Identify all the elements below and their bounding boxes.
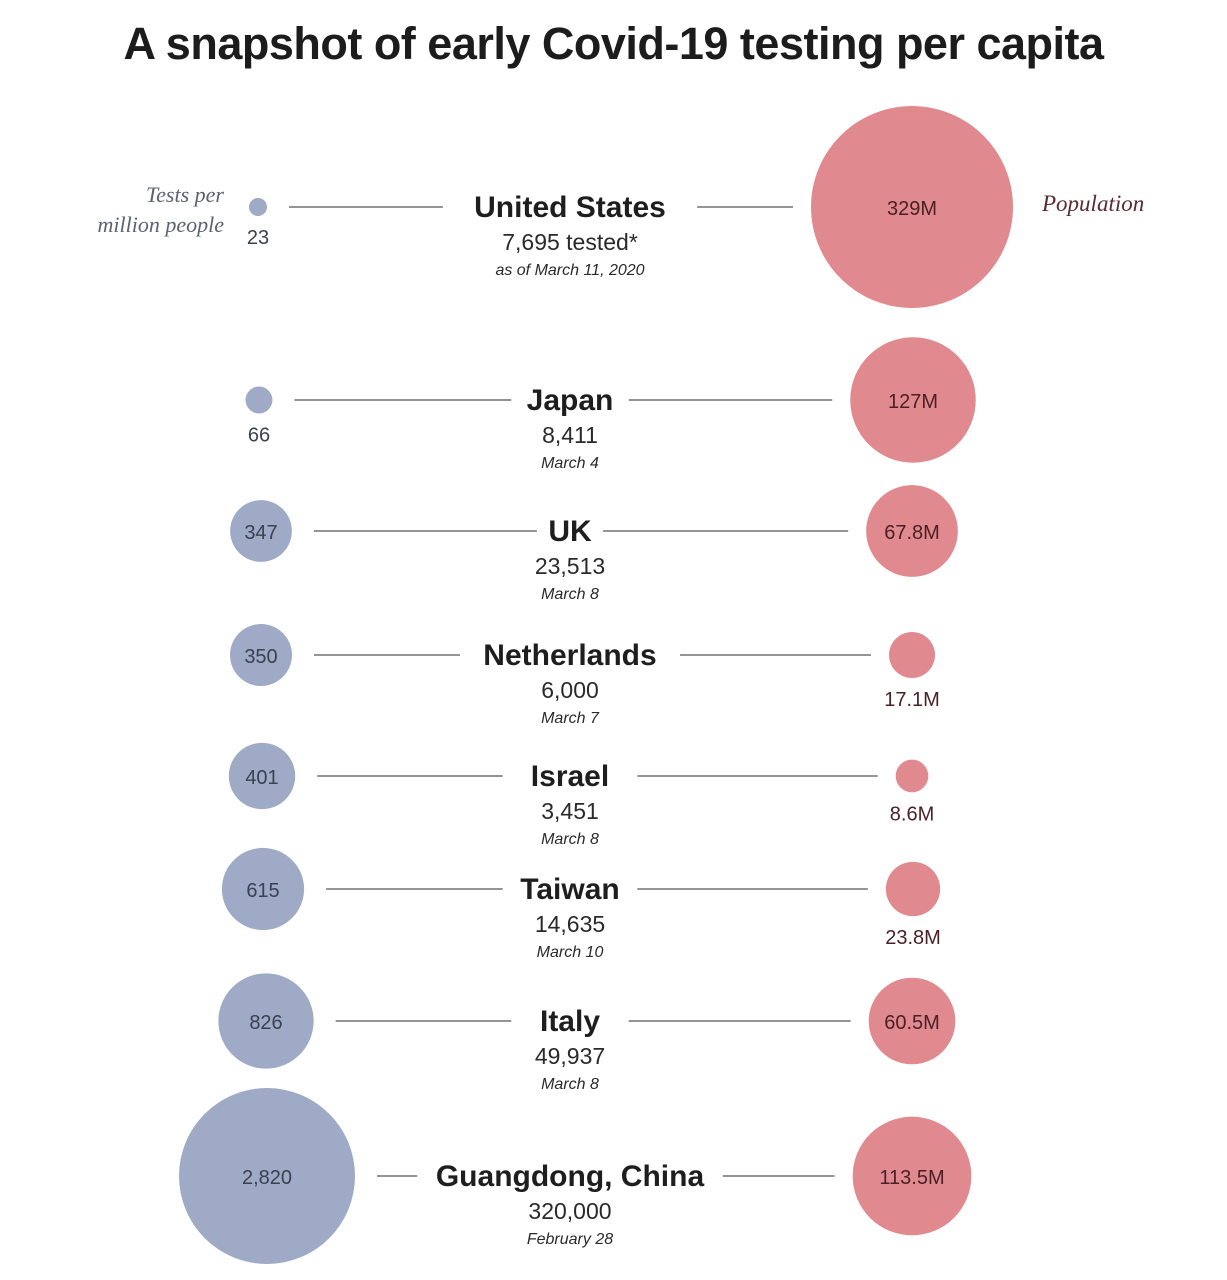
chart-title: A snapshot of early Covid-19 testing per… [123,18,1104,69]
tests-value-italy: 826 [249,1012,282,1034]
tested-count-united-states: 7,695 tested* [502,229,638,255]
tests-bubble-italy [218,973,314,1069]
tests-bubble-japan [245,386,273,414]
country-label-italy: Italy [540,1005,600,1038]
legend-tests-line1: Tests per [146,182,224,207]
country-label-israel: Israel [531,760,609,793]
tests-value-japan: 66 [248,424,270,446]
tests-bubble-taiwan [221,847,305,931]
tests-bubble-uk [230,500,292,562]
tested-count-taiwan: 14,635 [535,911,605,937]
tested-count-italy: 49,937 [535,1043,605,1069]
test-date-netherlands: March 7 [541,710,600,727]
population-value-italy: 60.5M [884,1012,940,1034]
tests-value-guangdong-china: 2,820 [242,1167,292,1189]
test-date-guangdong-china: February 28 [527,1231,613,1248]
tested-count-guangdong-china: 320,000 [528,1198,611,1224]
country-label-uk: UK [548,515,592,548]
population-value-israel: 8.6M [890,803,934,825]
test-date-united-states: as of March 11, 2020 [495,262,644,279]
chart-rows: 23 329M United States 7,695 tested* as of Ma… [179,106,1013,1264]
population-value-taiwan: 23.8M [885,927,941,949]
tests-bubble-guangdong-china [179,1088,355,1264]
test-date-japan: March 4 [541,455,599,472]
tested-count-uk: 23,513 [535,553,605,579]
population-value-united-states: 329M [887,198,937,220]
population-bubble-italy [868,977,956,1065]
test-date-israel: March 8 [541,831,599,848]
country-label-japan: Japan [527,384,614,417]
tests-bubble-israel [228,742,296,810]
population-bubble-uk [866,485,958,577]
tests-value-netherlands: 350 [244,646,277,668]
legend-tests-line2: million people [98,212,225,237]
country-label-taiwan: Taiwan [520,873,619,906]
population-bubble-japan [850,337,976,463]
population-value-guangdong-china: 113.5M [879,1167,944,1189]
country-label-united-states: United States [474,191,666,224]
population-value-uk: 67.8M [884,522,940,544]
tested-count-netherlands: 6,000 [541,677,599,703]
test-date-taiwan: March 10 [537,944,604,961]
tested-count-japan: 8,411 [542,422,598,448]
population-bubble-netherlands [888,631,936,679]
tests-value-united-states: 23 [247,227,269,249]
population-bubble-guangdong-china [852,1116,972,1236]
country-label-netherlands: Netherlands [483,639,656,672]
population-value-japan: 127M [888,391,938,413]
tested-count-israel: 3,451 [541,798,599,824]
test-date-uk: March 8 [541,586,599,603]
population-value-netherlands: 17.1M [884,689,940,711]
tests-value-uk: 347 [244,522,277,544]
population-bubble-israel [895,759,929,793]
test-date-italy: March 8 [541,1076,599,1093]
population-bubble-united-states [811,106,1013,308]
country-label-guangdong-china: Guangdong, China [436,1160,705,1193]
tests-value-taiwan: 615 [246,880,279,902]
tests-value-israel: 401 [245,767,278,789]
legend-population: Population [1041,191,1144,216]
tests-bubble-netherlands [229,623,293,687]
tests-bubble-united-states [249,198,267,216]
population-bubble-taiwan [885,861,941,917]
